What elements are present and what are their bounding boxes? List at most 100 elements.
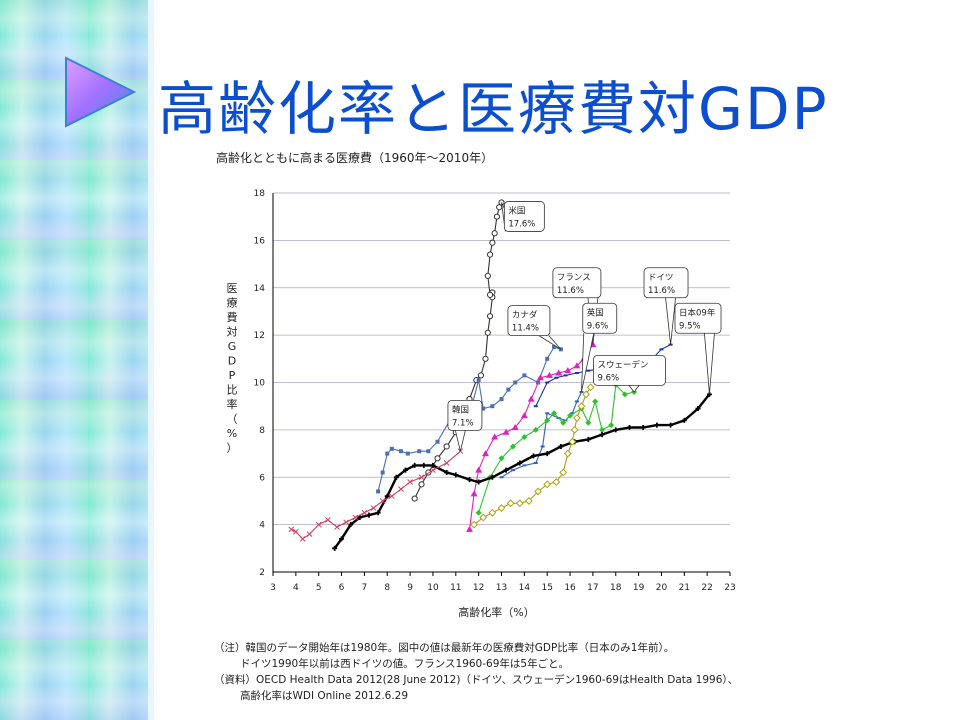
- series-line: [478, 383, 635, 513]
- data-point: [443, 460, 450, 466]
- data-point: [545, 356, 550, 361]
- callout-value: 17.6%: [508, 219, 535, 229]
- data-point: [411, 495, 418, 502]
- data-point: [511, 424, 519, 431]
- data-point: [545, 412, 550, 415]
- notes: （注）韓国のデータ開始年は1980年。図中の値は最新年の医療費対GDP比率（日本…: [214, 640, 738, 704]
- data-point: [513, 380, 518, 385]
- data-point: [430, 462, 436, 468]
- data-point: [497, 504, 506, 512]
- data-point: [444, 470, 450, 476]
- data-point: [522, 373, 527, 378]
- callout-pointer: [454, 430, 466, 452]
- data-point: [499, 476, 504, 479]
- y-tick-label: 6: [259, 473, 265, 483]
- decorative-divider: [148, 0, 154, 720]
- callout-box: [552, 267, 602, 299]
- x-tick-label: 10: [427, 583, 439, 593]
- data-point: [533, 405, 538, 408]
- data-point: [530, 453, 536, 459]
- data-point: [498, 455, 505, 462]
- callout-pointer: [628, 385, 640, 393]
- data-point: [379, 498, 386, 504]
- x-tick-label: 11: [450, 583, 461, 593]
- data-point: [527, 395, 535, 402]
- data-point: [417, 449, 422, 454]
- data-point: [486, 313, 494, 320]
- data-point: [577, 402, 586, 411]
- x-tick-label: 18: [610, 583, 622, 593]
- data-point: [493, 213, 501, 220]
- data-point: [536, 374, 544, 381]
- data-point: [534, 487, 542, 496]
- data-point: [385, 451, 390, 456]
- data-point: [586, 383, 595, 392]
- data-point: [398, 449, 403, 454]
- data-point: [552, 344, 557, 349]
- data-point: [370, 505, 377, 511]
- data-point: [574, 400, 579, 403]
- callout-label: 英国: [587, 307, 604, 318]
- data-point: [599, 432, 605, 438]
- data-point: [608, 422, 615, 429]
- x-tick-label: 14: [519, 583, 531, 593]
- x-axis-label: 高齢化率（%）: [458, 605, 534, 619]
- callout-value: 9.6%: [587, 321, 609, 331]
- data-point: [393, 474, 399, 480]
- callout-box: [503, 201, 545, 232]
- callout-box: [582, 302, 618, 334]
- data-point: [384, 493, 390, 499]
- data-point: [570, 412, 575, 415]
- data-point: [484, 272, 491, 280]
- data-point: [380, 470, 385, 475]
- callout-box: [643, 267, 689, 299]
- x-tick-label: 20: [656, 583, 668, 593]
- data-point: [585, 436, 591, 442]
- data-point: [586, 369, 591, 372]
- data-point: [366, 512, 372, 518]
- callout-value: 7.1%: [452, 418, 474, 428]
- data-point: [654, 422, 660, 428]
- data-point: [339, 536, 345, 542]
- data-point: [475, 509, 482, 516]
- callout-label: 米国: [508, 205, 525, 216]
- data-point: [558, 443, 564, 449]
- y-tick-label: 10: [254, 379, 266, 389]
- data-point: [574, 372, 579, 375]
- data-point: [543, 480, 552, 489]
- data-point: [555, 369, 563, 376]
- callout-box: [593, 354, 666, 386]
- data-point: [613, 427, 619, 433]
- data-point: [348, 522, 354, 528]
- series-line: [501, 391, 582, 478]
- callout-value: 9.5%: [679, 321, 701, 331]
- y-axis-label: 医療費対 G D P 比率（%）: [227, 282, 238, 455]
- data-point: [568, 437, 577, 446]
- y-tick-label: 12: [254, 331, 265, 341]
- callout-value: 11.4%: [512, 324, 539, 334]
- data-point: [352, 514, 359, 521]
- data-point: [418, 474, 425, 481]
- data-point: [388, 493, 395, 500]
- data-point: [506, 387, 511, 392]
- y-tick-label: 18: [254, 189, 266, 199]
- data-point: [435, 439, 440, 444]
- note-line: ドイツ1990年以前は西ドイツの値。フランス1960-69年は5年ごと。: [240, 658, 570, 670]
- x-tick-label: 17: [587, 583, 598, 593]
- data-point: [560, 419, 567, 426]
- data-point: [299, 535, 306, 542]
- chart-title: 高齢化とともに高まる医療費（1960年～2010年）: [216, 150, 493, 165]
- data-point: [563, 374, 568, 377]
- note-line: （資料）OECD Health Data 2012(28 June 2012)（…: [214, 674, 739, 686]
- series-line: [414, 202, 502, 499]
- data-point: [532, 426, 539, 433]
- x-tick-label: 8: [384, 583, 390, 593]
- data-point: [510, 469, 515, 472]
- data-point: [659, 348, 664, 351]
- x-tick-label: 19: [633, 583, 645, 593]
- data-point: [489, 474, 495, 480]
- data-point: [681, 417, 687, 423]
- data-point: [488, 508, 497, 517]
- data-point: [332, 545, 338, 551]
- callout-value: 11.6%: [648, 286, 675, 296]
